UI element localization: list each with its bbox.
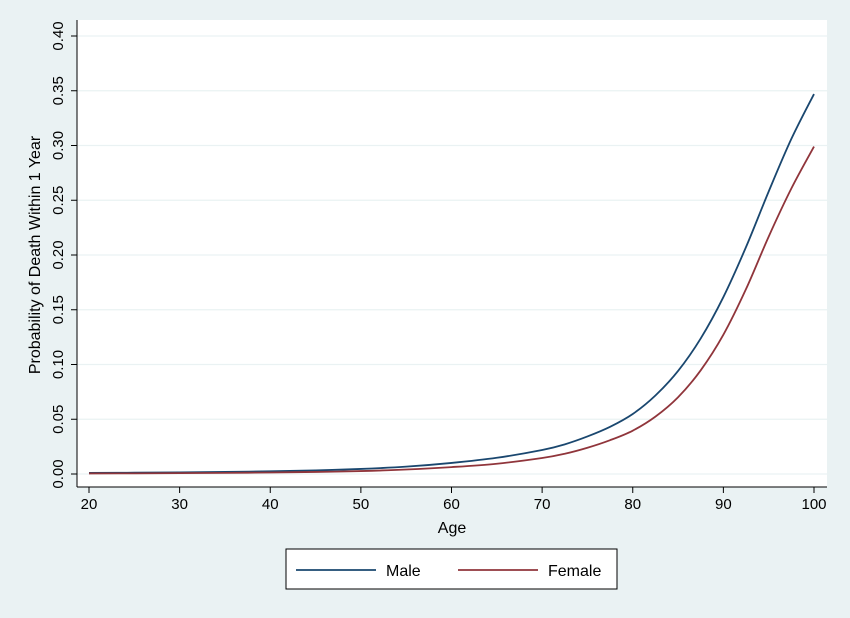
series-line-female	[88, 146, 815, 475]
series-line-male	[88, 93, 815, 474]
series-lines	[88, 93, 815, 475]
y-tick-label: 0.25	[50, 186, 67, 215]
y-tick-label: 0.30	[50, 131, 67, 160]
x-tick-label: 30	[171, 496, 188, 513]
legend: Male Female	[285, 548, 618, 590]
y-axis-label: Probability of Death Within 1 Year	[27, 135, 44, 374]
x-tick-label: 60	[443, 496, 460, 513]
x-tick-label: 80	[624, 496, 641, 513]
x-tick-label: 20	[81, 496, 98, 513]
x-tick-label: 40	[262, 496, 279, 513]
x-axis-label: Age	[438, 520, 467, 537]
y-tick-label: 0.05	[50, 405, 67, 434]
x-tick-label: 100	[801, 496, 826, 513]
x-tick-label: 90	[715, 496, 732, 513]
y-tick-label: 0.40	[50, 21, 67, 50]
y-tick-label: 0.20	[50, 240, 67, 269]
legend-label-male: Male	[386, 563, 421, 580]
y-tick-label: 0.10	[50, 350, 67, 379]
gridlines	[77, 35, 827, 475]
y-tick-label: 0.15	[50, 295, 67, 324]
legend-label-female: Female	[548, 563, 601, 580]
x-tick-label: 70	[534, 496, 551, 513]
legend-box	[285, 548, 618, 590]
plot-area	[77, 20, 827, 487]
axes: 20 30 40 50 60 70 80 90 100 0.00 0.05 0.10 0.15 0.20 0…	[50, 20, 827, 513]
y-tick-label: 0.00	[50, 459, 67, 488]
y-tick-label: 0.35	[50, 76, 67, 105]
x-tick-label: 50	[353, 496, 370, 513]
